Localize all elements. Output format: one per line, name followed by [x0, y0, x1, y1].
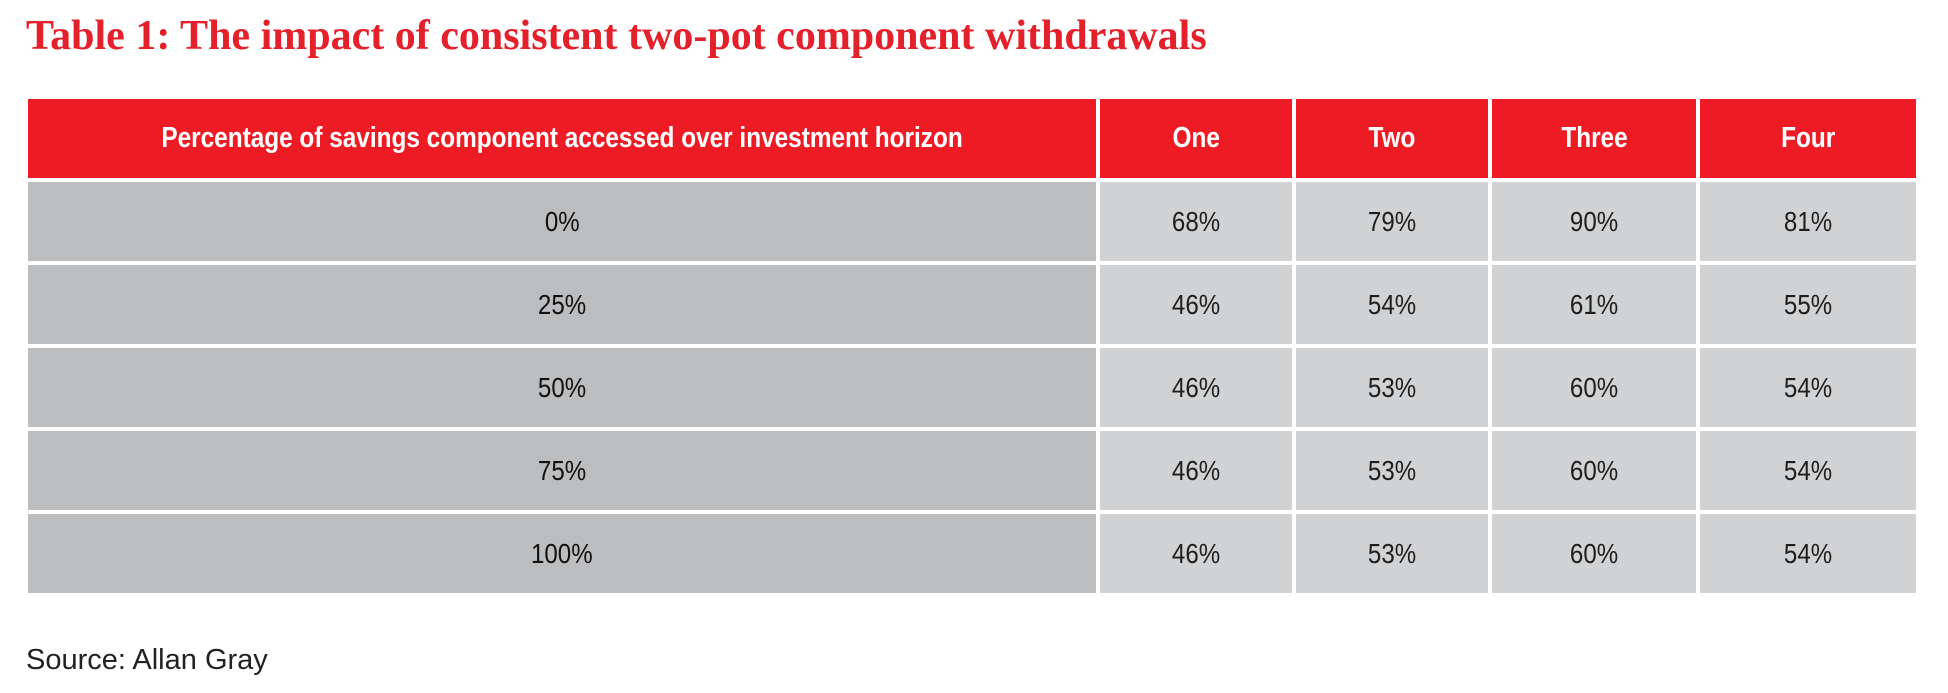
table-row: 75% 46% 53% 60% 54% [28, 431, 1916, 510]
row-label-cell: 25% [28, 265, 1096, 344]
row-label-cell: 100% [28, 514, 1096, 593]
value-cell: 79% [1296, 182, 1488, 261]
value-cell: 90% [1492, 182, 1696, 261]
value-cell: 60% [1492, 514, 1696, 593]
data-table: Percentage of savings component accessed… [24, 95, 1920, 597]
column-header-percentage: Percentage of savings component accessed… [28, 99, 1096, 178]
table-row: 25% 46% 54% 61% 55% [28, 265, 1916, 344]
value-cell: 46% [1100, 431, 1292, 510]
value-cell: 54% [1700, 514, 1916, 593]
value-cell: 53% [1296, 348, 1488, 427]
value-cell: 53% [1296, 514, 1488, 593]
value-cell: 54% [1700, 348, 1916, 427]
value-cell: 53% [1296, 431, 1488, 510]
value-cell: 81% [1700, 182, 1916, 261]
value-cell: 46% [1100, 265, 1292, 344]
table-header: Percentage of savings component accessed… [28, 99, 1916, 178]
table-row: 100% 46% 53% 60% 54% [28, 514, 1916, 593]
row-label-cell: 75% [28, 431, 1096, 510]
page-title: Table 1: The impact of consistent two-po… [26, 13, 1207, 59]
row-label-cell: 50% [28, 348, 1096, 427]
table-row: 0% 68% 79% 90% 81% [28, 182, 1916, 261]
column-header-three: Three [1492, 99, 1696, 178]
column-header-one: One [1100, 99, 1292, 178]
value-cell: 54% [1296, 265, 1488, 344]
value-cell: 46% [1100, 514, 1292, 593]
value-cell: 46% [1100, 348, 1292, 427]
row-label-cell: 0% [28, 182, 1096, 261]
value-cell: 55% [1700, 265, 1916, 344]
column-header-two: Two [1296, 99, 1488, 178]
value-cell: 60% [1492, 431, 1696, 510]
source-note: Source: Allan Gray [26, 644, 268, 676]
value-cell: 61% [1492, 265, 1696, 344]
value-cell: 54% [1700, 431, 1916, 510]
value-cell: 60% [1492, 348, 1696, 427]
header-row: Percentage of savings component accessed… [28, 99, 1916, 178]
value-cell: 68% [1100, 182, 1292, 261]
table-body: 0% 68% 79% 90% 81% 25% 46% 54% 61% 55% 5… [28, 182, 1916, 593]
column-header-four: Four [1700, 99, 1916, 178]
table-row: 50% 46% 53% 60% 54% [28, 348, 1916, 427]
